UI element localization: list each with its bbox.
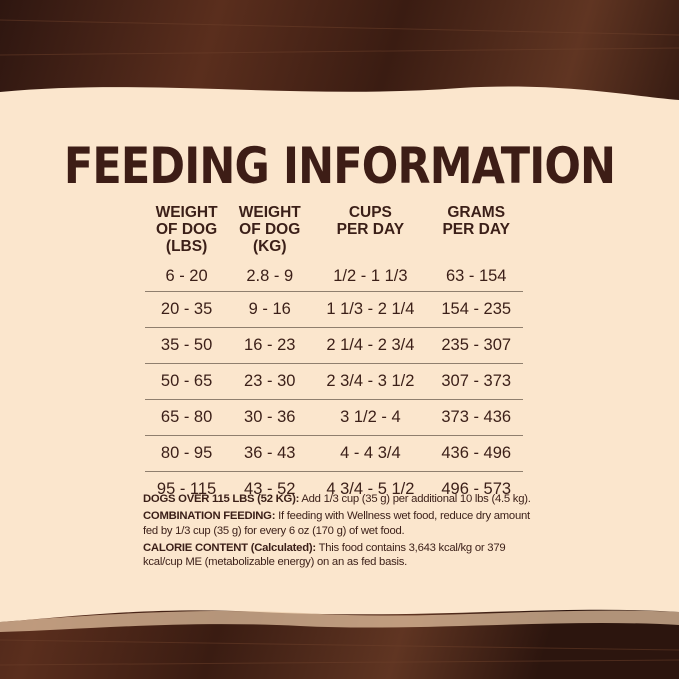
- table-header-row: WEIGHT OF DOG (LBS) WEIGHT OF DOG (KG) CUPS P…: [145, 204, 523, 261]
- table-cell: 373 - 436: [429, 399, 523, 436]
- table-cell: 23 - 30: [228, 363, 312, 400]
- header-kg: WEIGHT OF DOG (KG): [238, 204, 301, 255]
- table-cell: 95 - 115: [156, 480, 217, 498]
- table-cell: 436 - 496: [429, 435, 523, 472]
- table-cell: 16 - 23: [228, 327, 312, 364]
- table-row: 80 - 95 36 - 43 4 - 4 3/4 436 - 496: [145, 435, 523, 472]
- table-cell: 6 - 20: [145, 261, 229, 292]
- table-cell: 30 - 36: [228, 399, 312, 436]
- table-cell: 20 - 35: [145, 291, 229, 328]
- feeding-notes: DOGS OVER 115 LBS (52 KG): Add 1/3 cup (…: [143, 492, 543, 572]
- note-combination-feeding: COMBINATION FEEDING: If feeding with Wel…: [143, 510, 530, 537]
- table-cell: 63 - 154: [429, 261, 523, 292]
- header-grams: GRAMS PER DAY: [442, 204, 510, 238]
- table-cell: 9 - 16: [228, 291, 312, 328]
- table-row: 95 - 115 43 - 52 4 3/4 - 5 1/2 496 - 573: [145, 472, 523, 508]
- table-cell: 2 3/4 - 3 1/2: [311, 363, 430, 400]
- table-cell: 2.8 - 9: [228, 261, 312, 292]
- table-cell: 154 - 235: [429, 291, 523, 328]
- table-cell: 2 1/4 - 2 3/4: [311, 327, 430, 364]
- table-cell: 3 1/2 - 4: [311, 399, 430, 436]
- table-cell: 36 - 43: [228, 435, 312, 472]
- table-cell: 1 1/3 - 2 1/4: [311, 291, 430, 328]
- table-row: 50 - 65 23 - 30 2 3/4 - 3 1/2 307 - 373: [145, 363, 523, 400]
- table-cell: 35 - 50: [145, 327, 229, 364]
- note-large-dogs: DOGS OVER 115 LBS (52 KG): Add 1/3 cup (…: [143, 493, 531, 505]
- table-cell: 4 3/4 - 5 1/2: [326, 480, 415, 498]
- table-cell: 496 - 573: [441, 480, 512, 498]
- table-cell: 80 - 95: [145, 435, 229, 472]
- page-title: FEEDING INFORMATION: [63, 137, 616, 195]
- table-row: 6 - 20 2.8 - 9 1/2 - 1 1/3 63 - 154: [145, 261, 523, 292]
- table-row: 35 - 50 16 - 23 2 1/4 - 2 3/4 235 - 307: [145, 327, 523, 364]
- table-cell: 4 - 4 3/4: [311, 435, 430, 472]
- table-cell: 1/2 - 1 1/3: [311, 261, 430, 292]
- table-row: 65 - 80 30 - 36 3 1/2 - 4 373 - 436: [145, 399, 523, 436]
- header-cups: CUPS PER DAY: [336, 204, 405, 238]
- feeding-table: WEIGHT OF DOG (LBS) WEIGHT OF DOG (KG) CUPS P…: [145, 204, 523, 507]
- header-lbs: WEIGHT OF DOG (LBS): [155, 204, 218, 255]
- table-cell: 50 - 65: [145, 363, 229, 400]
- table-cell: 307 - 373: [429, 363, 523, 400]
- table-cell: 65 - 80: [145, 399, 229, 436]
- note-calorie-content: CALORIE CONTENT (Calculated): This food …: [143, 541, 506, 569]
- table-cell: 235 - 307: [429, 327, 523, 364]
- table-cell: 43 - 52: [244, 480, 296, 498]
- table-row: 20 - 35 9 - 16 1 1/3 - 2 1/4 154 - 235: [145, 291, 523, 328]
